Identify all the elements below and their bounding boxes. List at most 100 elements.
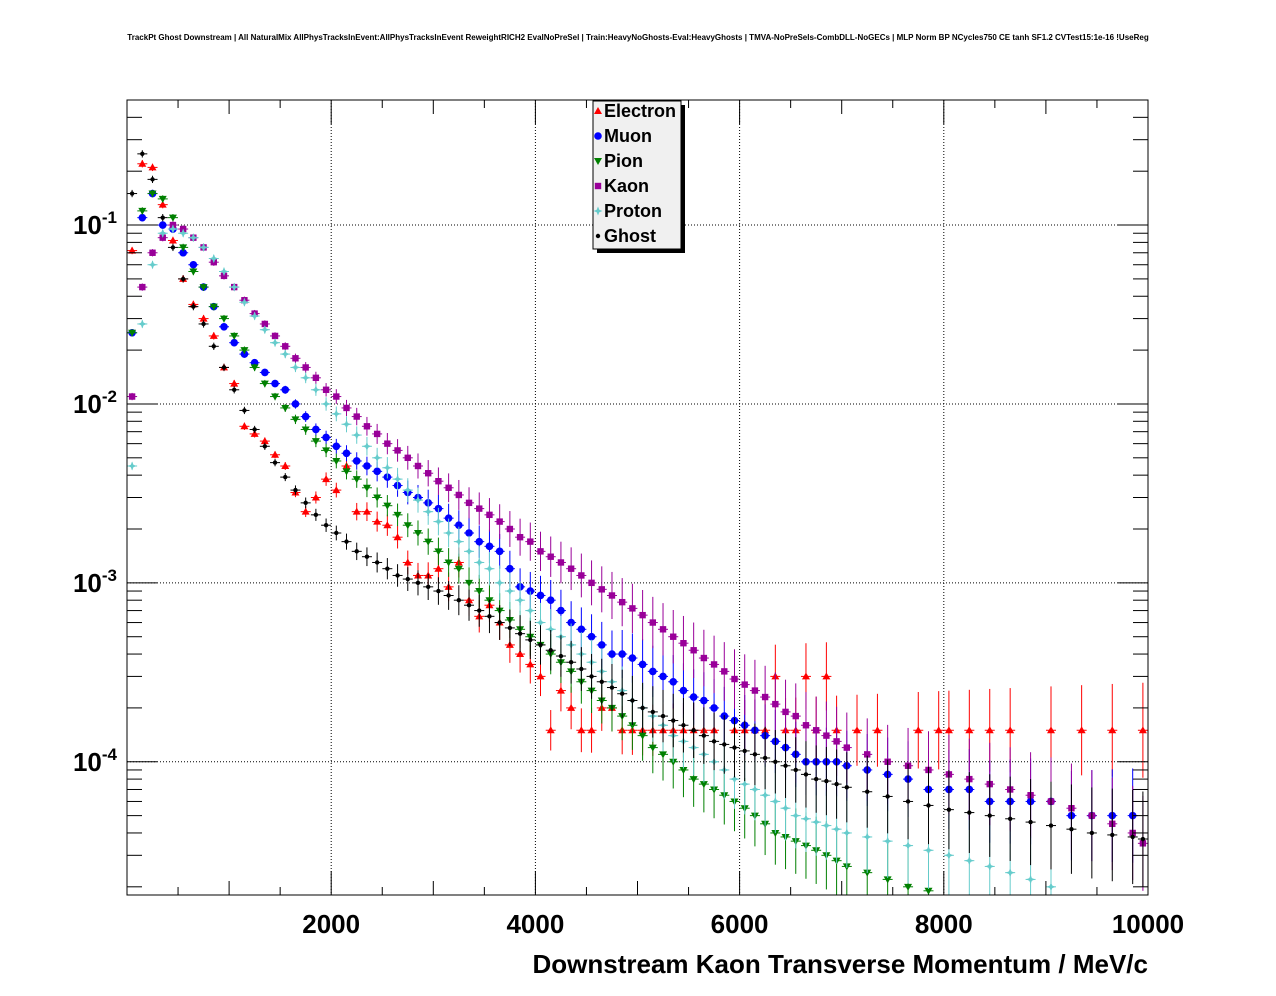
muon-point [322,433,330,442]
ghost-point [905,799,911,804]
proton-point [474,557,484,567]
proton-point [862,832,872,842]
muon-point [669,677,678,686]
kaon-point [435,478,442,485]
proton-point [1005,868,1015,878]
muon-point [363,462,371,470]
ghost-point [242,408,247,413]
muon-point [700,696,708,705]
muon-point [301,412,310,421]
proton-point [168,224,178,234]
kaon-point [139,283,146,291]
electron-point [801,672,810,680]
pion-point [291,416,300,424]
series-kaon [127,221,1148,891]
electron-point [577,726,586,734]
pion-point [332,457,341,465]
kaon-point [363,423,371,430]
kaon-point [343,404,350,412]
ghost-point [1028,819,1033,825]
proton-point [321,399,331,409]
pion-point [413,529,422,537]
ghost-point [783,763,788,768]
ghost-point [589,674,594,679]
electron-point [311,493,320,501]
electron-point [526,660,535,668]
kaon-point [629,605,636,612]
ghost-point [323,523,329,528]
legend-marker-kaon [594,182,602,190]
legend-label-kaon: Kaon [604,176,649,196]
pion-point [148,190,157,198]
ghost-point [180,276,186,282]
muon-point [689,693,698,701]
ghost-point [1130,834,1135,840]
pion-point [638,732,647,740]
electron-point [138,159,147,167]
proton-point [821,821,831,831]
electron-point [853,726,862,734]
pion-point [904,883,913,891]
muon-point [158,221,167,229]
kaon-point [302,364,309,371]
legend-marker-electron [594,107,602,114]
ghost-point [568,660,574,665]
proton-point [178,228,188,238]
ghost-point [528,637,533,643]
electron-point [128,246,137,254]
pion-point [128,329,137,337]
proton-point [290,362,300,372]
kaon-point [404,454,411,462]
pion-point [373,494,382,502]
ghost-point [671,718,676,723]
muon-point [618,650,626,658]
kaon-point [823,732,830,739]
kaon-point [731,675,738,683]
kaon-point [710,661,718,668]
legend-marker-proton [593,206,603,216]
pion-point [648,744,657,752]
muon-point [608,650,616,658]
ghost-point [436,588,441,594]
ghost-point [558,653,564,659]
proton-point [372,453,382,463]
proton-point [750,784,760,794]
proton-point [546,624,556,634]
kaon-point [486,511,493,519]
electron-point [209,331,218,339]
proton-point [883,836,893,846]
electron-point [383,521,392,529]
pion-point [679,766,688,774]
kaon-point [792,712,799,720]
ghost-point [283,474,288,480]
ghost-point [293,487,298,493]
electron-point [240,422,249,430]
proton-point [199,242,209,252]
pion-point [322,447,331,455]
proton-point [188,233,198,243]
ghost-point [211,344,216,349]
y-tick-label: 10-1 [73,208,117,240]
kaon-point [833,738,840,745]
ghost-point [834,781,839,787]
ghost-point [640,705,645,711]
electron-point [914,726,923,734]
proton-point [454,537,464,547]
ghost-point [865,789,870,794]
electron-point [822,672,831,680]
muon-point [659,672,667,681]
ghost-point [313,512,319,518]
proton-point [311,385,321,395]
proton-point [382,463,392,473]
ghost-point [711,739,717,744]
kaon-point [608,592,616,599]
kaon-point [128,393,136,400]
pion-point [230,332,239,340]
ghost-point [813,776,819,782]
kaon-point [618,598,626,606]
kaon-point [476,505,483,512]
kaon-point [843,744,851,751]
kaon-point [496,518,503,525]
electron-point [873,726,882,734]
